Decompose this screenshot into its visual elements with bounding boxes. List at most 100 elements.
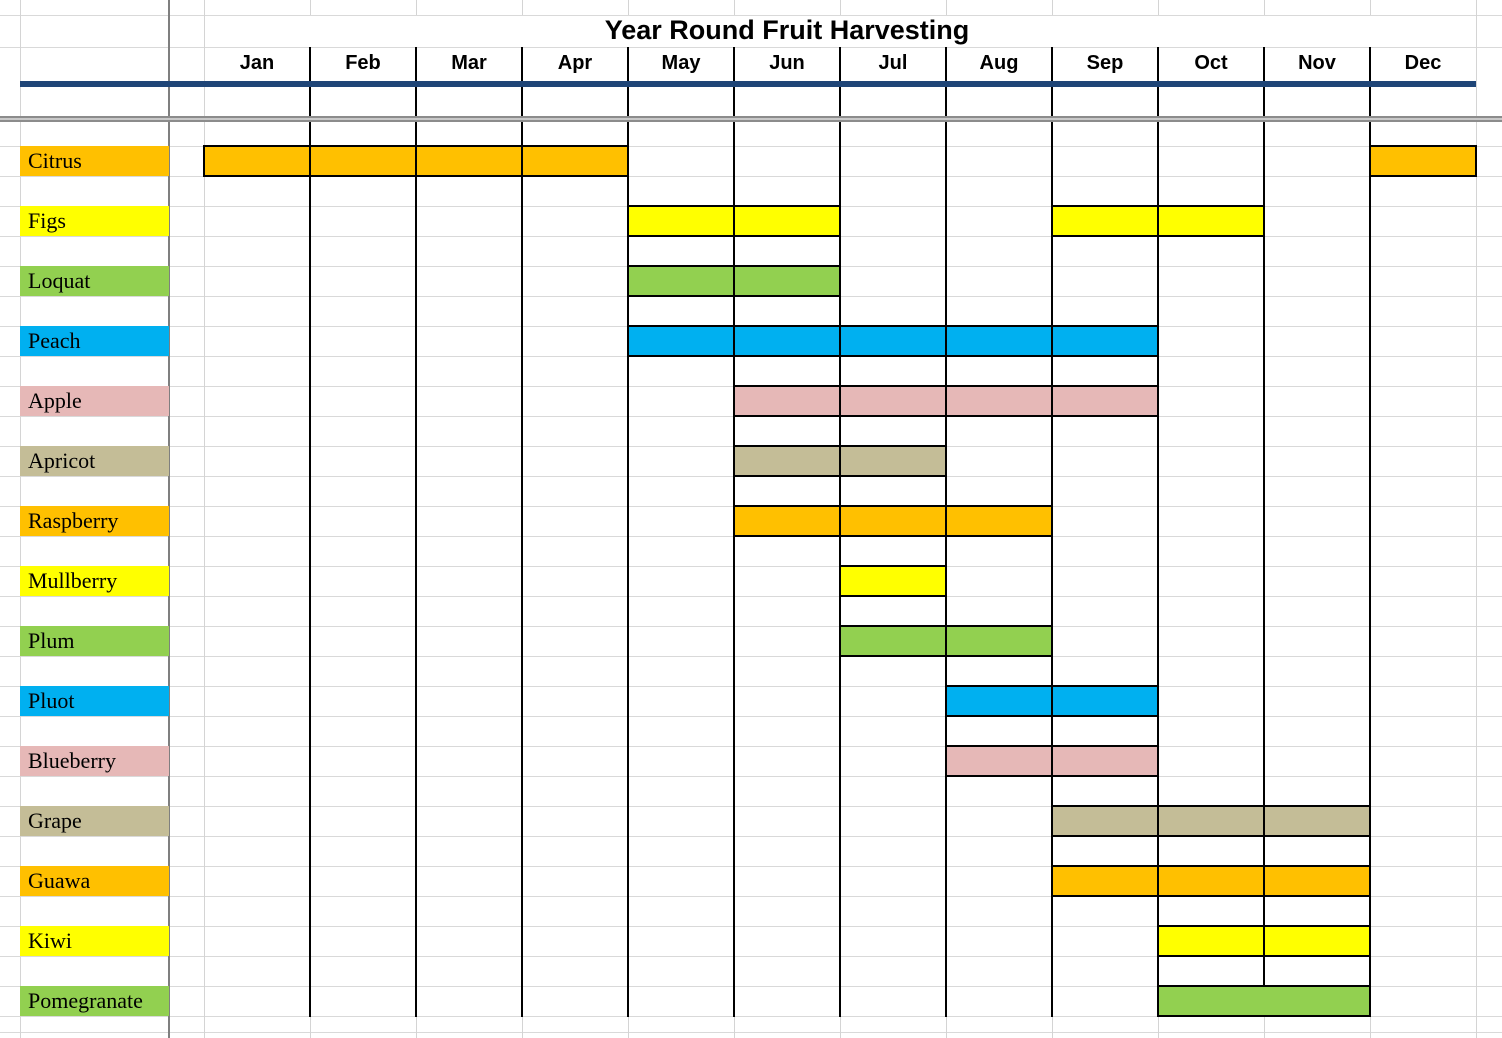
gridline: [0, 866, 1502, 867]
gridline: [0, 15, 1502, 16]
fruit-label-apricot[interactable]: Apricot: [20, 446, 169, 476]
gridline: [1264, 0, 1265, 15]
fruit-label-blueberry[interactable]: Blueberry: [20, 746, 169, 776]
gridline: [1264, 1017, 1265, 1038]
fruit-label-raspberry[interactable]: Raspberry: [20, 506, 169, 536]
month-header-mar[interactable]: Mar: [451, 52, 487, 74]
month-header-feb[interactable]: Feb: [345, 52, 381, 74]
month-header-may[interactable]: May: [661, 52, 701, 74]
fruit-label-kiwi[interactable]: Kiwi: [20, 926, 169, 956]
gridline: [0, 566, 1502, 567]
fruit-label-pluot[interactable]: Pluot: [20, 686, 169, 716]
bar-month-divider: [839, 507, 841, 535]
gridline: [0, 956, 1502, 957]
gridline: [0, 716, 1502, 717]
fruit-label-loquat[interactable]: Loquat: [20, 266, 169, 296]
gridline: [0, 176, 1502, 177]
gridline: [522, 0, 523, 15]
month-header-nov[interactable]: Nov: [1298, 52, 1336, 74]
month-boundary-line: [627, 47, 629, 1017]
gridline: [416, 1017, 417, 1038]
gridline: [204, 0, 205, 1038]
harvest-bar-apricot[interactable]: [733, 445, 947, 477]
bar-month-divider: [1051, 327, 1053, 355]
month-header-sep[interactable]: Sep: [1086, 52, 1124, 74]
fruit-label-apple[interactable]: Apple: [20, 386, 169, 416]
gridline: [734, 0, 735, 15]
harvest-bar-pluot[interactable]: [945, 685, 1159, 717]
fruit-label-plum[interactable]: Plum: [20, 626, 169, 656]
gridline: [0, 596, 1502, 597]
label-column-divider: [168, 0, 170, 1038]
gridline: [0, 686, 1502, 687]
gridline: [310, 0, 311, 15]
harvest-bar-mullberry[interactable]: [839, 565, 947, 597]
month-header-dec[interactable]: Dec: [1404, 52, 1442, 74]
fruit-label-citrus[interactable]: Citrus: [20, 146, 169, 176]
harvest-bar-kiwi[interactable]: [1157, 925, 1371, 957]
gridline: [0, 806, 1502, 807]
month-header-jul[interactable]: Jul: [878, 52, 908, 74]
month-boundary-line: [309, 47, 311, 1017]
gridline: [0, 926, 1502, 927]
harvest-bar-citrus[interactable]: [1369, 145, 1477, 177]
gridline: [734, 1017, 735, 1038]
fruit-label-guawa[interactable]: Guawa: [20, 866, 169, 896]
gridline: [0, 776, 1502, 777]
harvest-bar-loquat[interactable]: [627, 265, 841, 297]
gridline: [1158, 1017, 1159, 1038]
bar-month-divider: [945, 627, 947, 655]
bar-month-divider: [1157, 867, 1159, 895]
bar-month-divider: [733, 327, 735, 355]
month-boundary-line: [521, 47, 523, 1017]
gridline: [1476, 0, 1477, 1038]
chart-title[interactable]: Year Round Fruit Harvesting: [604, 15, 970, 45]
month-header-jan[interactable]: Jan: [239, 52, 275, 74]
month-boundary-line: [1263, 47, 1265, 1017]
month-header-aug[interactable]: Aug: [979, 52, 1019, 74]
harvest-bar-blueberry[interactable]: [945, 745, 1159, 777]
gridline: [1158, 0, 1159, 15]
bar-month-divider: [945, 507, 947, 535]
fruit-label-peach[interactable]: Peach: [20, 326, 169, 356]
gridline: [1370, 0, 1371, 15]
bar-month-divider: [1051, 387, 1053, 415]
harvest-bar-raspberry[interactable]: [733, 505, 1053, 537]
harvest-bar-figs[interactable]: [1051, 205, 1265, 237]
fruit-label-mullberry[interactable]: Mullberry: [20, 566, 169, 596]
month-header-apr[interactable]: Apr: [557, 52, 593, 74]
harvest-bar-grape[interactable]: [1051, 805, 1371, 837]
bar-month-divider: [1157, 807, 1159, 835]
bar-month-divider: [521, 147, 523, 175]
bar-month-divider: [945, 387, 947, 415]
fruit-label-figs[interactable]: Figs: [20, 206, 169, 236]
harvest-bar-guawa[interactable]: [1051, 865, 1371, 897]
harvest-bar-figs[interactable]: [627, 205, 841, 237]
gridline: [0, 146, 1502, 147]
gridline: [1052, 0, 1053, 15]
gridline: [1370, 1017, 1371, 1038]
harvest-bar-pomegranate[interactable]: [1157, 985, 1371, 1017]
month-header-oct[interactable]: Oct: [1194, 52, 1228, 74]
bar-month-divider: [839, 327, 841, 355]
gridline: [840, 0, 841, 15]
pane-divider-rule: [0, 116, 1502, 122]
header-underline-rule: [20, 81, 1476, 87]
harvest-bar-apple[interactable]: [733, 385, 1159, 417]
bar-month-divider: [1263, 807, 1265, 835]
gridline: [0, 1032, 1502, 1033]
bar-month-divider: [1051, 687, 1053, 715]
fruit-label-pomegranate[interactable]: Pomegranate: [20, 986, 169, 1016]
gridline: [628, 0, 629, 15]
gridline: [946, 0, 947, 15]
month-boundary-line: [415, 47, 417, 1017]
month-header-jun[interactable]: Jun: [769, 52, 805, 74]
harvest-bar-citrus[interactable]: [203, 145, 629, 177]
bar-month-divider: [415, 147, 417, 175]
bar-month-divider: [1051, 747, 1053, 775]
harvest-bar-peach[interactable]: [627, 325, 1159, 357]
harvest-bar-plum[interactable]: [839, 625, 1053, 657]
gridline: [0, 896, 1502, 897]
fruit-label-grape[interactable]: Grape: [20, 806, 169, 836]
